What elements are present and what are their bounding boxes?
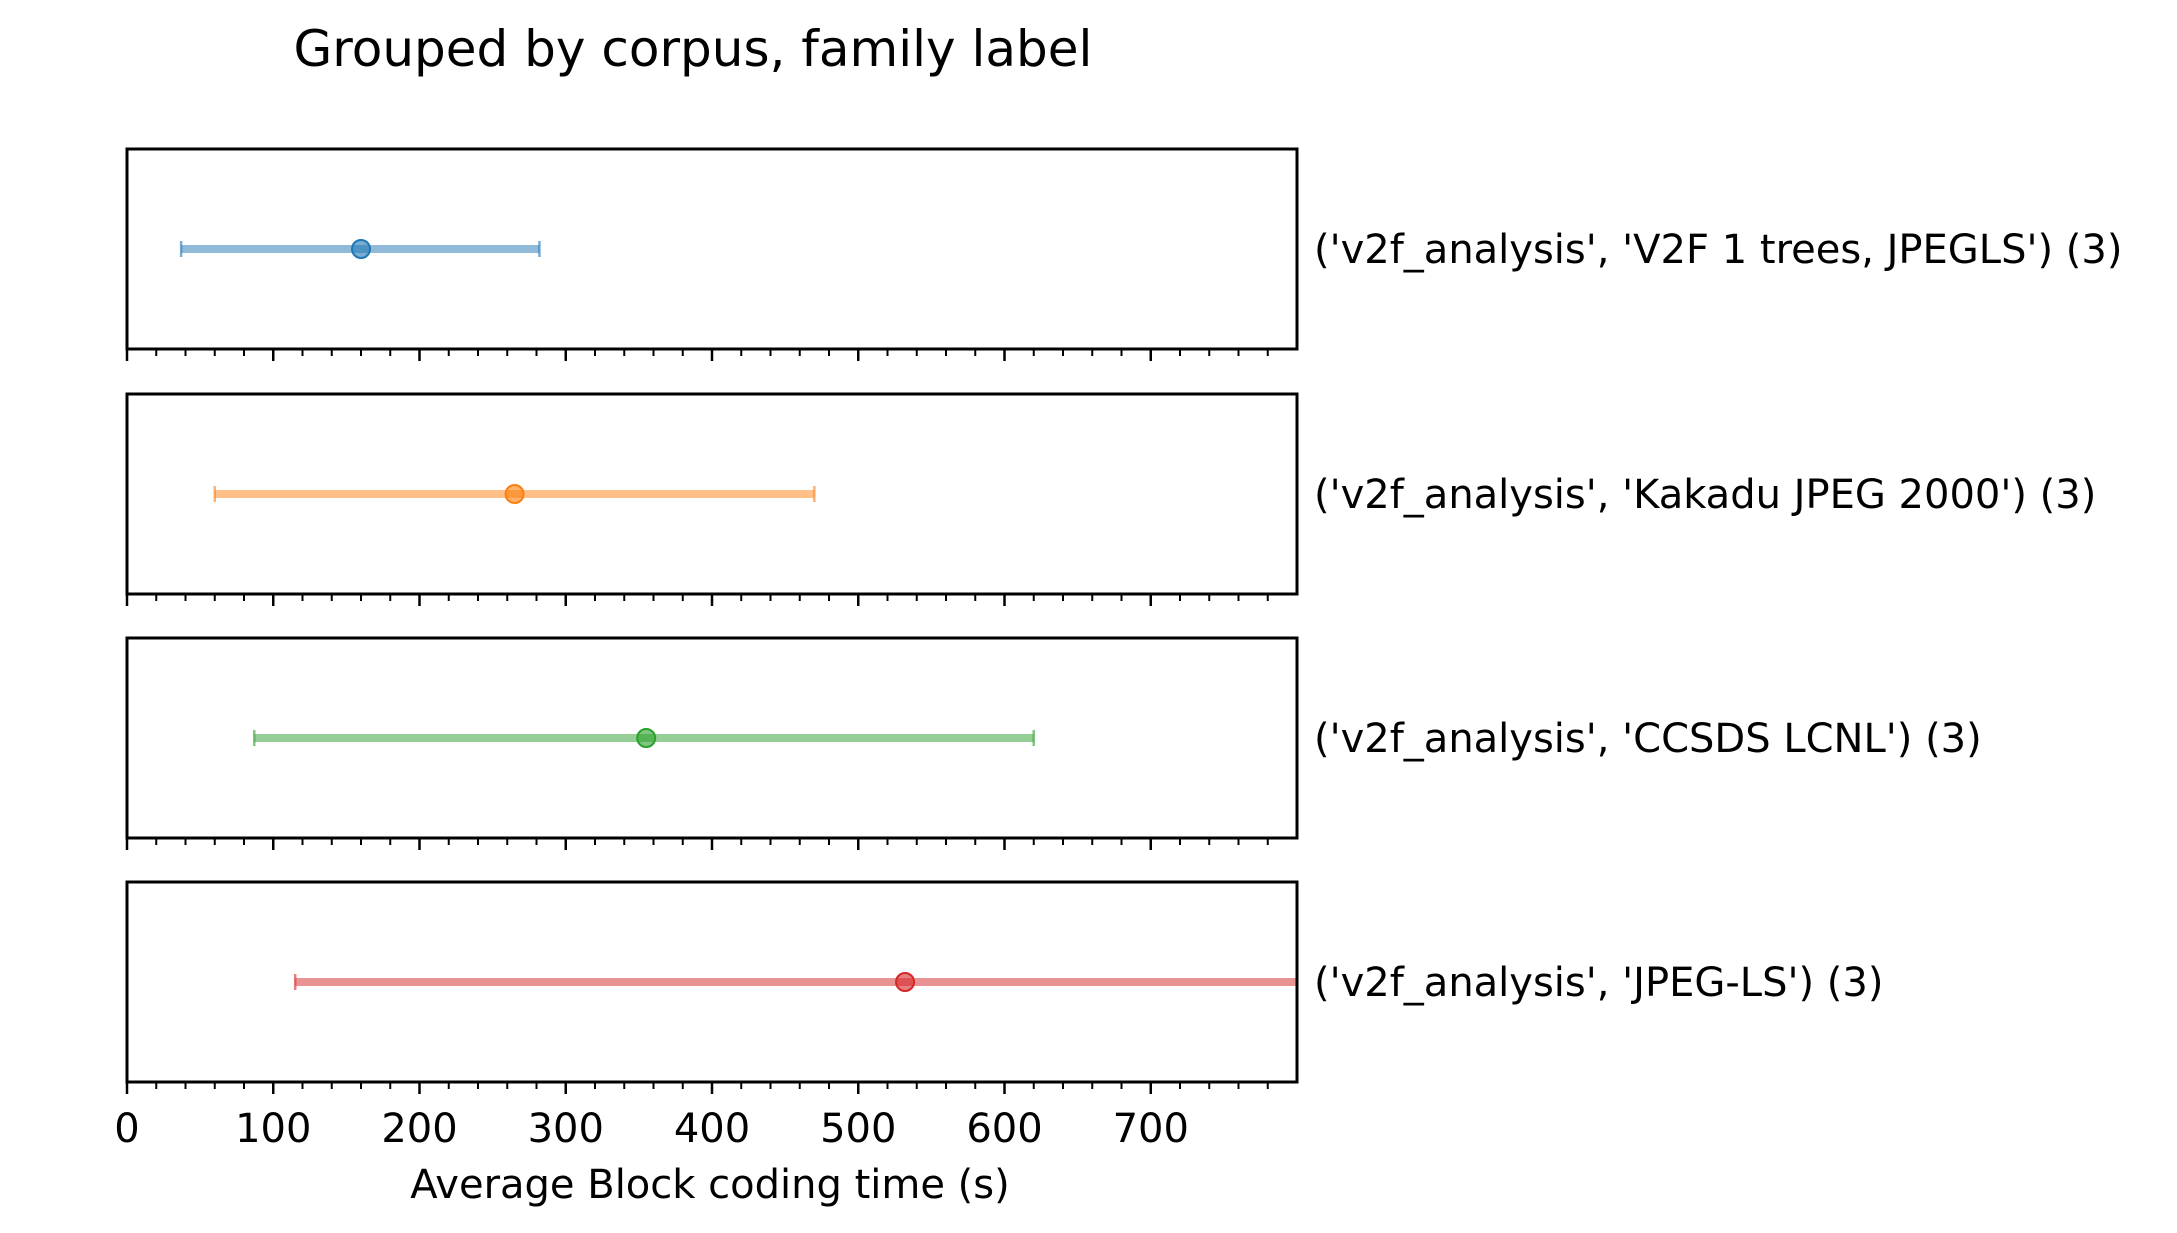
mean-marker	[636, 728, 657, 748]
x-tick-label: 300	[528, 1106, 604, 1152]
panel-2: ('v2f_analysis', 'Kakadu JPEG 2000') (3)	[125, 392, 2096, 606]
panel-group: ('v2f_analysis', 'V2F 1 trees, JPEGLS') …	[125, 147, 2122, 1094]
x-tick-label: 500	[820, 1106, 896, 1152]
x-axis: 0 100 200 300 400 500 600 700	[114, 1106, 1189, 1152]
chart-title: Grouped by corpus, family label	[294, 20, 1093, 78]
x-axis-label: Average Block coding time (s)	[410, 1162, 1009, 1208]
x-tick-label: 700	[1113, 1106, 1189, 1152]
x-tick-label: 0	[114, 1106, 139, 1152]
panel-1: ('v2f_analysis', 'V2F 1 trees, JPEGLS') …	[125, 147, 2122, 361]
mean-marker	[351, 239, 371, 259]
series-label: ('v2f_analysis', 'JPEG-LS') (3)	[1314, 960, 1883, 1006]
panel-3: ('v2f_analysis', 'CCSDS LCNL') (3)	[125, 636, 1982, 850]
mean-marker	[504, 484, 525, 504]
series-label: ('v2f_analysis', 'Kakadu JPEG 2000') (3)	[1314, 472, 2096, 518]
series-label: ('v2f_analysis', 'V2F 1 trees, JPEGLS') …	[1314, 227, 2122, 273]
x-tick-label: 600	[966, 1106, 1042, 1152]
x-tick-label: 100	[235, 1106, 311, 1152]
x-tick-label: 200	[381, 1106, 457, 1152]
mean-marker	[895, 972, 916, 992]
panel-4: ('v2f_analysis', 'JPEG-LS') (3)	[125, 880, 1883, 1094]
x-tick-label: 400	[674, 1106, 750, 1152]
series-label: ('v2f_analysis', 'CCSDS LCNL') (3)	[1314, 716, 1982, 762]
